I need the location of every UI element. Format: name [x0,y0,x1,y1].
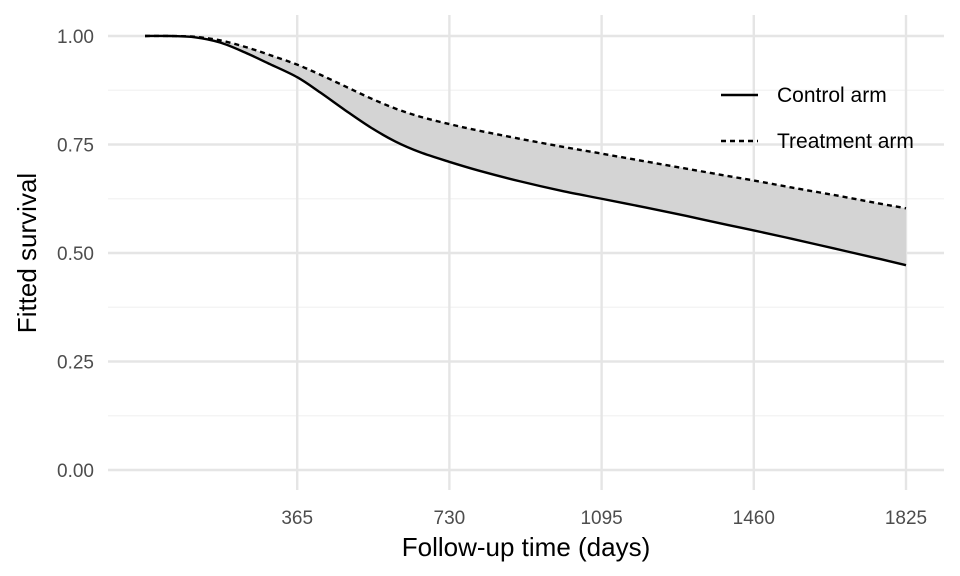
y-tick-labels: 0.00 0.25 0.50 0.75 1.00 [57,27,94,482]
x-tick-label: 365 [281,508,313,529]
series-line-control-arm [144,34,907,267]
x-tick-label: 1460 [733,508,775,529]
legend-label: Control arm [777,84,887,107]
x-tick-label: 730 [434,508,466,529]
x-tick-labels: 365 730 1095 1460 1825 [281,508,927,529]
series-line-treatment-arm [144,34,907,210]
y-tick-label: 0.25 [57,353,94,374]
y-tick-label: 0.50 [57,244,94,265]
x-axis-title: Follow-up time (days) [402,532,651,562]
y-tick-label: 1.00 [57,27,94,48]
series-layer [144,34,907,267]
legend-label: Treatment arm [777,130,914,153]
legend: Control arm Treatment arm [721,84,914,153]
x-tick-label: 1095 [580,508,622,529]
grid-minor [108,89,944,417]
x-tick-label: 1825 [885,508,927,529]
y-axis-title: Fitted survival [12,173,42,333]
y-tick-label: 0.00 [57,461,94,482]
y-tick-label: 0.75 [57,136,94,157]
survival-difference-band [145,35,906,266]
